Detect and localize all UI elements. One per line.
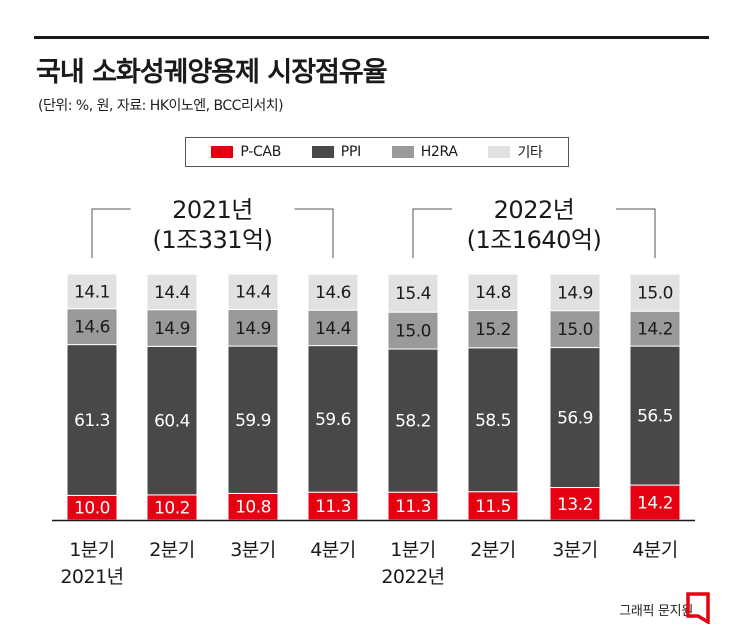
bar-segment-p-cab-5 [387, 491, 439, 521]
data-label-h2ra-2: 14.9 [154, 319, 190, 339]
x-tick-label-8: 4분기 [632, 539, 678, 561]
bar-segment-p-cab-6 [467, 491, 519, 521]
bar-segment-기타-1 [66, 273, 118, 310]
bar-segment-기타-8 [629, 273, 681, 312]
bar-segment-p-cab-4 [307, 491, 359, 521]
legend-swatch-ppi [311, 146, 334, 158]
data-label-p-cab-6: 11.5 [475, 497, 511, 517]
bar-segment-ppi-7 [549, 347, 601, 489]
legend-label-ppi: PPI [340, 144, 361, 160]
bar-segment-기타-2 [146, 273, 198, 311]
data-label-ppi-3: 59.9 [235, 411, 271, 431]
data-label-기타-3: 14.4 [235, 283, 271, 303]
data-label-ppi-6: 58.5 [475, 411, 511, 431]
legend-item-ppi: PPI [311, 144, 361, 160]
legend: P-CAB PPI H2RA 기타 [185, 137, 569, 167]
data-label-p-cab-3: 10.8 [235, 498, 271, 518]
data-label-기타-5: 15.4 [395, 284, 431, 304]
legend-label-h2ra: H2RA [420, 144, 458, 160]
graphic-credit: 그래픽 문지원 [619, 604, 693, 619]
bar-segment-ppi-3 [227, 345, 279, 494]
data-label-기타-1: 14.1 [74, 282, 110, 302]
bar-segment-ppi-4 [307, 345, 359, 493]
x-tick-year-label-5: 2022년 [381, 566, 444, 588]
group-bracket-left-2 [412, 208, 452, 259]
bar-segment-h2ra-3 [227, 308, 279, 347]
data-label-h2ra-4: 14.4 [315, 319, 351, 339]
data-label-ppi-5: 58.2 [395, 412, 431, 432]
x-tick-label-5: 1분기 [390, 539, 436, 561]
data-label-기타-7: 14.9 [557, 283, 593, 303]
data-label-ppi-1: 61.3 [74, 411, 110, 431]
bar-segment-ppi-6 [467, 347, 519, 493]
bar-segment-ppi-2 [146, 345, 198, 496]
data-label-h2ra-6: 15.2 [475, 320, 511, 340]
x-tick-label-1: 1분기 [69, 539, 115, 561]
bar-segment-ppi-8 [629, 345, 681, 486]
x-tick-label-2: 2분기 [149, 539, 195, 561]
data-label-h2ra-3: 14.9 [235, 319, 271, 339]
data-label-ppi-8: 56.5 [637, 407, 673, 427]
bar-segment-p-cab-1 [66, 494, 118, 521]
bar-segment-기타-4 [307, 273, 359, 311]
bar-segment-기타-6 [467, 273, 519, 311]
top-rule [34, 36, 709, 39]
data-label-h2ra-7: 15.0 [557, 320, 593, 340]
x-tick-label-3: 3분기 [230, 539, 276, 561]
x-tick-label-4: 4분기 [310, 539, 356, 561]
data-label-h2ra-8: 14.2 [637, 320, 673, 340]
bar-segment-p-cab-7 [549, 487, 601, 521]
data-label-ppi-4: 59.6 [315, 410, 351, 430]
data-label-기타-6: 14.8 [475, 283, 511, 303]
legend-item-pcab: P-CAB [211, 144, 281, 160]
bar-segment-기타-7 [549, 273, 601, 312]
legend-swatch-other [488, 146, 511, 158]
bar-segment-h2ra-6 [467, 309, 519, 349]
data-label-p-cab-1: 10.0 [74, 499, 110, 519]
bar-segment-ppi-1 [66, 344, 118, 496]
bar-segment-ppi-5 [387, 348, 439, 493]
data-label-p-cab-8: 14.2 [637, 494, 673, 514]
legend-label-other: 기타 [517, 145, 543, 161]
group-total-label-2: (1조1640억) [467, 226, 602, 254]
data-label-기타-8: 15.0 [637, 284, 673, 304]
data-label-p-cab-4: 11.3 [315, 497, 351, 517]
data-label-기타-2: 14.4 [154, 283, 190, 303]
legend-item-h2ra: H2RA [391, 144, 458, 160]
data-label-p-cab-7: 13.2 [557, 495, 593, 515]
x-tick-label-6: 2분기 [470, 539, 516, 561]
bar-segment-h2ra-1 [66, 308, 118, 346]
chart-title: 국내 소화성궤양용제 시장점유율 [36, 57, 388, 88]
group-bracket-left-1 [91, 208, 131, 258]
data-label-p-cab-2: 10.2 [154, 498, 190, 518]
group-bracket-right-1 [294, 208, 334, 259]
bar-segment-기타-3 [227, 273, 279, 310]
x-tick-year-label-1: 2021년 [60, 566, 123, 588]
bar-segment-h2ra-7 [549, 310, 601, 349]
group-total-label-1: (1조331억) [153, 226, 273, 254]
bar-segment-p-cab-3 [227, 492, 279, 521]
group-bracket-right-2 [616, 208, 656, 259]
data-label-h2ra-1: 14.6 [74, 318, 110, 338]
legend-item-other: 기타 [488, 142, 543, 162]
legend-label-pcab: P-CAB [240, 144, 282, 160]
group-year-label-1: 2021년 [172, 196, 253, 224]
bar-segment-h2ra-8 [629, 310, 681, 347]
legend-swatch-h2ra [391, 146, 414, 158]
x-tick-label-7: 3분기 [552, 539, 598, 561]
legend-swatch-pcab [211, 146, 234, 158]
data-label-ppi-2: 60.4 [154, 412, 190, 432]
chart-subtitle: (단위: %, 원, 자료: HK이노엔, BCC리서치) [38, 98, 284, 114]
group-year-label-2: 2022년 [494, 196, 575, 224]
data-label-p-cab-5: 11.3 [395, 497, 431, 517]
bar-segment-기타-5 [387, 273, 439, 313]
data-label-h2ra-5: 15.0 [395, 322, 431, 342]
data-label-ppi-7: 56.9 [557, 409, 593, 429]
publisher-logo-icon [686, 592, 710, 624]
data-label-기타-4: 14.6 [315, 283, 351, 303]
